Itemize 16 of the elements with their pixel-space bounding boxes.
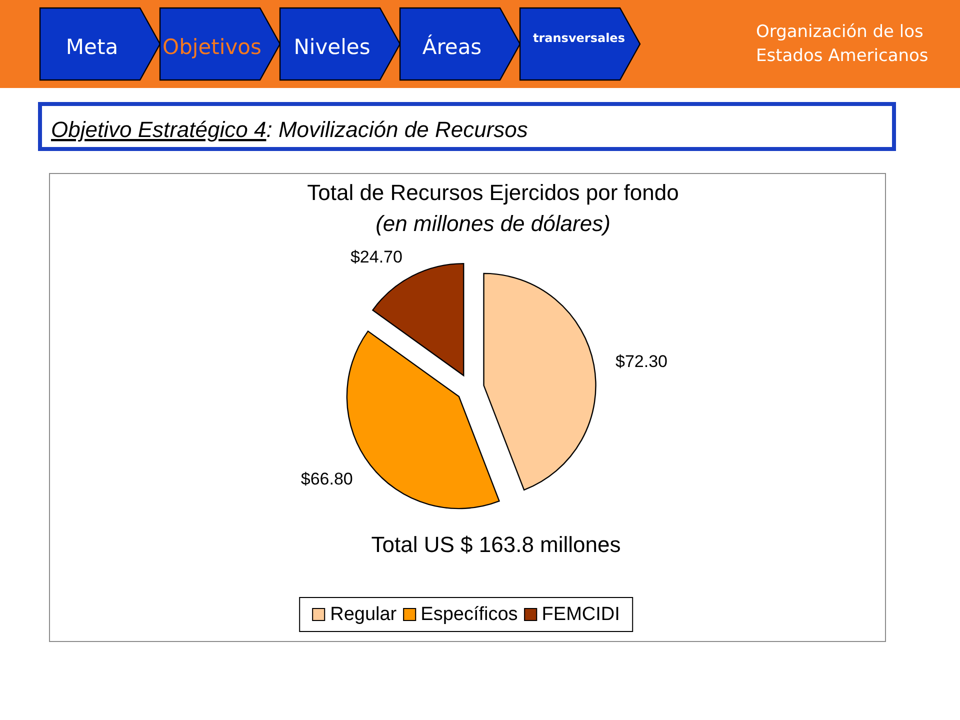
text: Objetivos	[162, 35, 262, 59]
text: Total US $ 163.8 millones	[371, 532, 621, 557]
data-label: $24.70	[350, 247, 402, 266]
text: Meta	[66, 35, 118, 59]
text: Niveles	[294, 35, 370, 59]
text: Organización de los Estados Americanos	[756, 21, 930, 68]
data-label: $72.30	[616, 352, 668, 371]
chart-subtitle: (en millones de dólares)	[376, 211, 610, 236]
legend-label: Regular	[330, 604, 397, 626]
legend-label: FEMCIDI	[542, 604, 620, 626]
legend-label: Específicos	[420, 604, 518, 626]
text: Objetivo Estratégico 4: Movilización de Recursos	[51, 117, 528, 142]
text: transversales	[533, 31, 625, 45]
text: Áreas	[422, 34, 482, 59]
chart-title: Total de Recursos Ejercidos por fondo	[307, 180, 679, 205]
data-label: $66.80	[300, 469, 353, 488]
